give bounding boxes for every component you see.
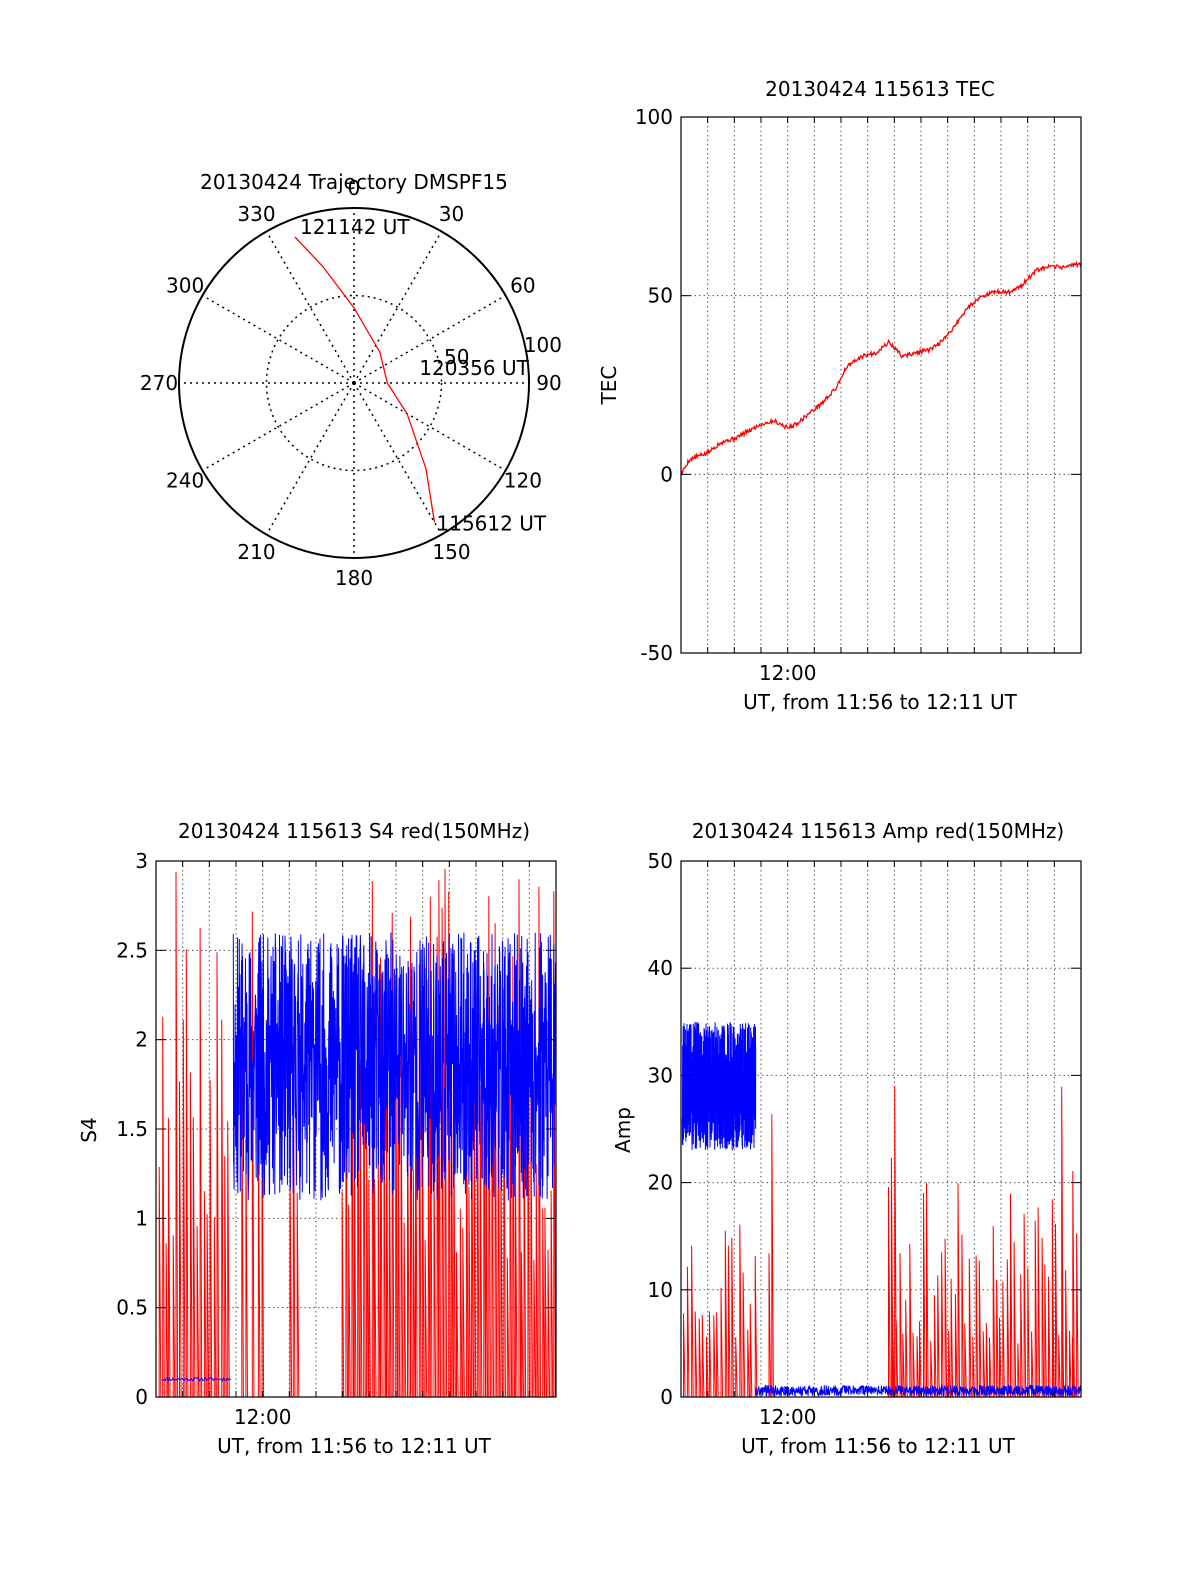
polar-inner-ring: [265, 294, 443, 472]
plot-frame: [680, 116, 1082, 654]
y-tick-label: 0.5: [116, 1296, 148, 1320]
polar-angle-label: 330: [237, 202, 275, 226]
polar-angle-label: 30: [439, 202, 464, 226]
tec-line-chart: 20130424 115613 TEC UT, from 11:56 to 12…: [597, 77, 1082, 714]
amp-chart-title: 20130424 115613 Amp red(150MHz): [692, 819, 1064, 843]
polar-spoke: [265, 231, 355, 384]
polar-angle-label: 0: [348, 176, 361, 200]
polar-angle-label: 240: [166, 469, 204, 493]
series-1-noise: [161, 932, 556, 1382]
y-tick-label: 10: [648, 1278, 673, 1302]
polar-spoke: [265, 382, 355, 535]
x-tick-label: 12:00: [759, 1405, 817, 1429]
polar-angle-label: 300: [166, 274, 204, 298]
y-tick-label: 0: [660, 1385, 673, 1409]
tec-chart-title: 20130424 115613 TEC: [765, 77, 995, 101]
y-tick-label: 0: [660, 462, 673, 486]
y-tick-label: 40: [648, 956, 673, 980]
y-tick-label: 1.5: [116, 1117, 148, 1141]
y-tick-label: 20: [648, 1171, 673, 1195]
trajectory-chart-title: 20130424 Trajectory DMSPF15: [200, 170, 508, 194]
y-tick-label: 1: [135, 1206, 148, 1230]
polar-spoke: [202, 294, 355, 384]
polar-spoke: [353, 294, 506, 384]
polar-spoke: [353, 382, 443, 535]
trajectory-time-label: 115612 UT: [437, 511, 547, 535]
polar-angle-label: 150: [432, 540, 470, 564]
plot-area: [681, 260, 1081, 476]
trajectory-track: [294, 236, 436, 523]
y-tick-label: 2: [135, 1028, 148, 1052]
trajectory-time-label: 121142 UT: [300, 215, 410, 239]
s4-line-chart: 20130424 115613 S4 red(150MHz) UT, from …: [77, 819, 557, 1458]
polar-spoke: [202, 382, 355, 472]
plot-area: [158, 868, 556, 1397]
polar-angle-label: 210: [237, 540, 275, 564]
polar-radial-label: 100: [524, 333, 562, 357]
amp-x-axis-label: UT, from 11:56 to 12:11 UT: [741, 1434, 1016, 1458]
x-tick-label: 12:00: [759, 661, 817, 685]
y-tick-label: 100: [635, 105, 673, 129]
y-tick-label: 30: [648, 1063, 673, 1087]
x-tick-label: 12:00: [234, 1405, 292, 1429]
trajectory-polar-chart: 0 30 60 90 120 150 180 210 240 270 300 330 50 100 1211…: [140, 170, 562, 590]
y-tick-label: 2.5: [116, 938, 148, 962]
polar-angle-label: 120: [504, 469, 542, 493]
plot-frame: [680, 860, 1082, 1398]
amp-y-axis-label: Amp: [611, 1107, 635, 1153]
polar-spoke: [353, 382, 506, 472]
polar-angle-label: 270: [140, 371, 178, 395]
series-0-line: [681, 260, 1081, 476]
tec-x-axis-label: UT, from 11:56 to 12:11 UT: [743, 690, 1018, 714]
polar-radial-label: 50: [444, 345, 469, 369]
s4-x-axis-label: UT, from 11:56 to 12:11 UT: [217, 1434, 492, 1458]
s4-y-axis-label: S4: [77, 1117, 101, 1142]
series-0-spikes: [683, 1085, 1079, 1397]
trajectory-time-label: 120356 UT: [419, 356, 529, 380]
polar-angle-label: 60: [510, 274, 535, 298]
amp-line-chart: 20130424 115613 Amp red(150MHz) UT, from…: [611, 819, 1082, 1458]
polar-angle-label: 90: [536, 371, 561, 395]
plot-area: [681, 1021, 1081, 1397]
y-tick-label: 3: [135, 849, 148, 873]
y-tick-label: 50: [648, 849, 673, 873]
polar-spoke: [353, 231, 443, 384]
s4-chart-title: 20130424 115613 S4 red(150MHz): [178, 819, 530, 843]
polar-angle-label: 180: [335, 566, 373, 590]
y-tick-label: 50: [648, 284, 673, 308]
y-tick-label: -50: [640, 641, 673, 665]
tec-y-axis-label: TEC: [597, 366, 621, 406]
series-1-noise: [681, 1021, 1081, 1397]
y-tick-label: 0: [135, 1385, 148, 1409]
